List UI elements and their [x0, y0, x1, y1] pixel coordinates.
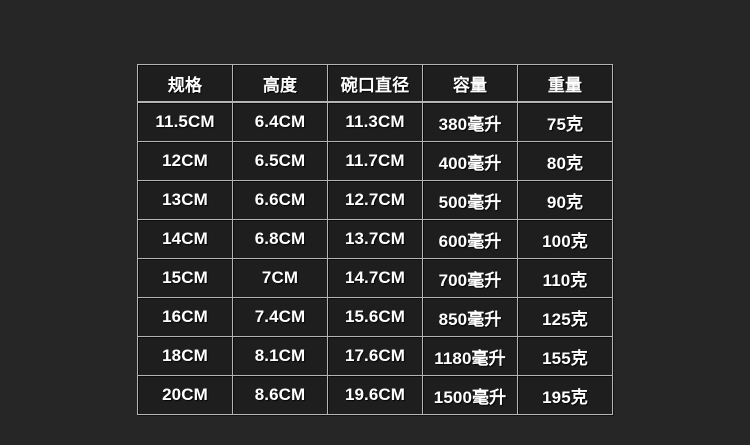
column-header-rim-diameter: 碗口直径 [328, 64, 423, 102]
cell-rim-diameter: 13.7CM [328, 220, 423, 259]
table-row: 11.5CM 6.4CM 11.3CM 380毫升 75克 [137, 102, 613, 142]
table-row: 13CM 6.6CM 12.7CM 500毫升 90克 [137, 181, 613, 220]
cell-capacity: 600毫升 [423, 220, 518, 259]
cell-capacity: 700毫升 [423, 259, 518, 298]
table-row: 12CM 6.5CM 11.7CM 400毫升 80克 [137, 142, 613, 181]
cell-weight: 110克 [518, 259, 613, 298]
cell-height: 6.5CM [233, 142, 328, 181]
cell-weight: 195克 [518, 376, 613, 415]
product-specification-table: 规格 高度 碗口直径 容量 重量 11.5CM 6.4CM 11.3CM 380… [137, 64, 613, 415]
cell-size: 20CM [137, 376, 233, 415]
cell-size: 18CM [137, 337, 233, 376]
column-header-weight: 重量 [518, 64, 613, 102]
cell-height: 6.8CM [233, 220, 328, 259]
cell-size: 14CM [137, 220, 233, 259]
cell-capacity: 1180毫升 [423, 337, 518, 376]
cell-rim-diameter: 11.3CM [328, 102, 423, 142]
cell-weight: 100克 [518, 220, 613, 259]
cell-size: 11.5CM [137, 102, 233, 142]
cell-weight: 155克 [518, 337, 613, 376]
cell-height: 6.6CM [233, 181, 328, 220]
cell-weight: 90克 [518, 181, 613, 220]
spec-table-body: 11.5CM 6.4CM 11.3CM 380毫升 75克 12CM 6.5CM… [137, 102, 613, 415]
column-header-capacity: 容量 [423, 64, 518, 102]
cell-height: 7.4CM [233, 298, 328, 337]
cell-size: 13CM [137, 181, 233, 220]
cell-capacity: 850毫升 [423, 298, 518, 337]
cell-capacity: 1500毫升 [423, 376, 518, 415]
table-row: 14CM 6.8CM 13.7CM 600毫升 100克 [137, 220, 613, 259]
column-header-size: 规格 [137, 64, 233, 102]
spec-table-container: 规格 高度 碗口直径 容量 重量 11.5CM 6.4CM 11.3CM 380… [137, 64, 613, 415]
cell-rim-diameter: 15.6CM [328, 298, 423, 337]
column-header-height: 高度 [233, 64, 328, 102]
table-row: 18CM 8.1CM 17.6CM 1180毫升 155克 [137, 337, 613, 376]
cell-capacity: 500毫升 [423, 181, 518, 220]
cell-weight: 75克 [518, 102, 613, 142]
cell-rim-diameter: 12.7CM [328, 181, 423, 220]
cell-capacity: 400毫升 [423, 142, 518, 181]
cell-height: 8.1CM [233, 337, 328, 376]
cell-capacity: 380毫升 [423, 102, 518, 142]
cell-size: 12CM [137, 142, 233, 181]
cell-rim-diameter: 17.6CM [328, 337, 423, 376]
cell-rim-diameter: 14.7CM [328, 259, 423, 298]
cell-weight: 80克 [518, 142, 613, 181]
cell-weight: 125克 [518, 298, 613, 337]
cell-height: 6.4CM [233, 102, 328, 142]
cell-rim-diameter: 19.6CM [328, 376, 423, 415]
cell-height: 7CM [233, 259, 328, 298]
table-row: 16CM 7.4CM 15.6CM 850毫升 125克 [137, 298, 613, 337]
spec-table-header: 规格 高度 碗口直径 容量 重量 [137, 64, 613, 102]
cell-size: 15CM [137, 259, 233, 298]
table-row: 20CM 8.6CM 19.6CM 1500毫升 195克 [137, 376, 613, 415]
table-header-row: 规格 高度 碗口直径 容量 重量 [137, 64, 613, 102]
cell-rim-diameter: 11.7CM [328, 142, 423, 181]
cell-size: 16CM [137, 298, 233, 337]
table-row: 15CM 7CM 14.7CM 700毫升 110克 [137, 259, 613, 298]
cell-height: 8.6CM [233, 376, 328, 415]
